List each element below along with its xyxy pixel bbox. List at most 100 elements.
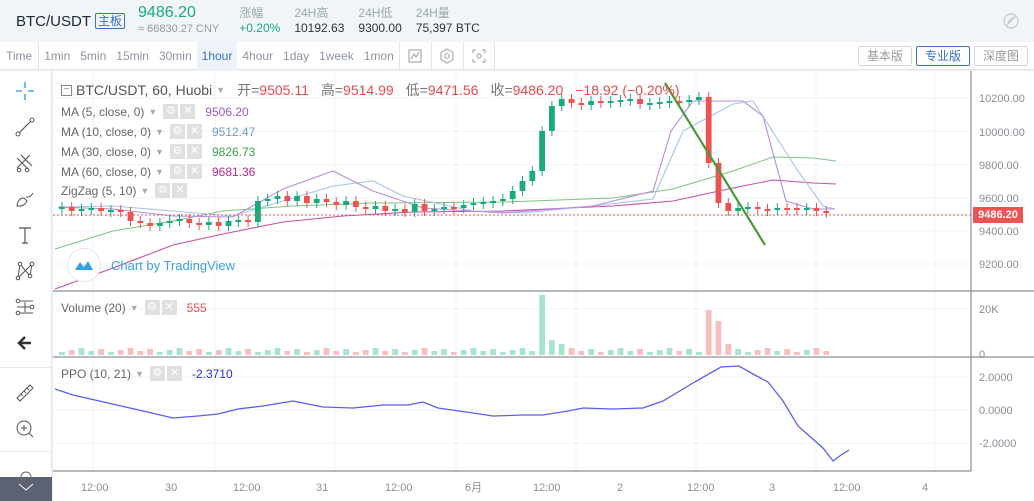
indicator-icon[interactable]: [398, 41, 431, 70]
indicator-name[interactable]: Volume (20): [61, 300, 126, 315]
stat-value: +0.20%: [239, 21, 281, 35]
stat-label: 24H量: [415, 6, 450, 20]
indicator-value: 555: [186, 300, 207, 315]
indicator-name[interactable]: MA (10, close, 0): [61, 124, 152, 139]
indicator-name[interactable]: MA (5, close, 0): [61, 104, 145, 119]
stat-volume: 24H量 75,397 BTC: [416, 6, 480, 36]
stat-change: 涨幅 +0.20%: [239, 6, 280, 36]
tradingview-watermark[interactable]: Chart by TradingView: [67, 248, 235, 282]
interval-1mon[interactable]: 1mon: [363, 48, 394, 63]
svg-text:4: 4: [922, 482, 928, 494]
close-icon[interactable]: ✕: [186, 144, 202, 159]
interval-15min[interactable]: 15min: [116, 48, 149, 63]
interval-toolbar: Time 1min 5min 15min 30min 1hour 4hour 1…: [0, 41, 1034, 70]
svg-text:31: 31: [316, 482, 328, 494]
gear-icon[interactable]: ⚙: [155, 183, 171, 198]
close-icon[interactable]: ✕: [186, 164, 202, 179]
gear-icon[interactable]: ⚙: [169, 164, 185, 179]
fib-icon[interactable]: [10, 293, 40, 321]
tradingview-logo-icon: [67, 248, 101, 282]
close-icon[interactable]: ✕: [172, 183, 188, 198]
ruler-icon[interactable]: [10, 379, 40, 407]
tool-divider: [0, 367, 52, 368]
crosshair-icon[interactable]: [10, 77, 40, 105]
gear-icon[interactable]: ⚙: [169, 144, 185, 159]
indicator-name[interactable]: MA (60, close, 0): [61, 164, 152, 179]
svg-text:9200.00: 9200.00: [979, 259, 1019, 271]
stat-label: 24H低: [358, 6, 393, 20]
indicator-legend-ma60: MA (60, close, 0) ▼ ⚙ ✕ 9681.36: [61, 164, 255, 179]
interval-1hour[interactable]: 1hour: [196, 41, 238, 70]
svg-text:-2.0000: -2.0000: [979, 438, 1016, 450]
close-icon[interactable]: ✕: [180, 104, 196, 119]
low-label: 低=: [405, 82, 428, 98]
symbol-label[interactable]: BTC/USDT, 60, Huobi: [76, 82, 213, 98]
close-icon[interactable]: ✕: [186, 124, 202, 139]
magnet-icon[interactable]: [0, 471, 52, 501]
indicator-value: 9506.20: [205, 104, 249, 119]
interval-4hour[interactable]: 4hour: [242, 48, 274, 63]
chart-canvas[interactable]: 10200.00 10000.00 9800.00 9600.00 9400.00 9…: [53, 71, 1034, 501]
chevron-down-icon[interactable]: ▼: [140, 185, 150, 196]
brush-icon[interactable]: [10, 185, 40, 213]
svg-text:12:00: 12:00: [233, 482, 261, 494]
svg-text:6月: 6月: [465, 482, 482, 494]
stat-high: 24H高 10192.63: [294, 6, 344, 36]
svg-text:12:00: 12:00: [533, 482, 561, 494]
volume-legend: Volume (20) ▼ ⚙ ✕ 555: [61, 300, 207, 315]
chevron-down-icon[interactable]: ▼: [148, 106, 158, 117]
mode-depth-button[interactable]: 深度图: [973, 46, 1028, 66]
interval-30min[interactable]: 30min: [158, 48, 192, 63]
gear-icon[interactable]: ⚙: [144, 300, 160, 315]
chevron-down-icon[interactable]: ▼: [135, 368, 144, 379]
pattern-icon[interactable]: [10, 257, 40, 285]
zoom-in-icon[interactable]: [10, 415, 40, 443]
cny-price: ≈ 66830.27 CNY: [138, 23, 220, 35]
gear-icon[interactable]: ⚙: [163, 104, 179, 119]
tool-divider: [0, 451, 52, 452]
chevron-down-icon[interactable]: ▼: [155, 166, 164, 177]
indicator-name[interactable]: ZigZag (5, 10): [61, 183, 137, 198]
close-icon[interactable]: ✕: [166, 366, 182, 381]
chevron-down-icon[interactable]: ▼: [216, 85, 226, 95]
settings-hex-icon[interactable]: [430, 41, 463, 70]
gear-icon[interactable]: ⚙: [169, 124, 185, 139]
close-icon[interactable]: ✕: [161, 300, 177, 315]
trend-line-icon[interactable]: [10, 113, 40, 141]
interval-1min[interactable]: 1min: [44, 48, 71, 63]
interval-5min[interactable]: 5min: [80, 48, 107, 63]
back-arrow-icon[interactable]: [10, 329, 40, 357]
collapse-icon[interactable]: −: [61, 84, 72, 96]
chevron-down-icon[interactable]: ▼: [155, 146, 164, 157]
mode-pro-button[interactable]: 专业版: [915, 46, 970, 66]
pitchfork-icon[interactable]: [10, 149, 40, 177]
stat-value: 10192.63: [294, 21, 345, 35]
close-label: 收=: [490, 82, 513, 98]
open-value: 9505.11: [259, 82, 309, 98]
current-price-tag: 9486.20: [973, 207, 1023, 223]
svg-text:0: 0: [979, 349, 985, 361]
stat-low: 24H低 9300.00: [358, 6, 401, 36]
interval-1day[interactable]: 1day: [283, 48, 310, 63]
interval-1week[interactable]: 1week: [319, 48, 354, 63]
indicator-name[interactable]: PPO (10, 21): [61, 366, 132, 381]
mode-basic-button[interactable]: 基本版: [857, 46, 912, 66]
fullscreen-icon[interactable]: [462, 41, 495, 70]
stat-value: 9300.00: [358, 21, 402, 35]
indicator-legend-ma30: MA (30, close, 0) ▼ ⚙ ✕ 9826.73: [61, 144, 255, 159]
indicator-legend-ma10: MA (10, close, 0) ▼ ⚙ ✕ 9512.47: [61, 124, 255, 139]
interval-time[interactable]: Time: [0, 41, 40, 70]
indicator-name[interactable]: MA (30, close, 0): [61, 144, 152, 159]
svg-text:20K: 20K: [979, 304, 999, 316]
watermark-text: Chart by TradingView: [111, 257, 236, 273]
svg-text:2: 2: [617, 482, 623, 494]
text-icon[interactable]: [10, 221, 40, 249]
brush-off-icon[interactable]: [1002, 12, 1020, 35]
stat-label: 24H高: [294, 6, 329, 20]
chart-container[interactable]: 10200.00 10000.00 9800.00 9600.00 9400.00 9…: [53, 71, 1034, 501]
gear-icon[interactable]: ⚙: [149, 366, 165, 381]
chevron-down-icon[interactable]: ▼: [155, 126, 164, 137]
stat-value: 75,397 BTC: [415, 21, 480, 35]
chevron-down-icon[interactable]: ▼: [129, 302, 139, 313]
ppo-legend: PPO (10, 21) ▼ ⚙ ✕ -2.3710: [61, 366, 233, 381]
